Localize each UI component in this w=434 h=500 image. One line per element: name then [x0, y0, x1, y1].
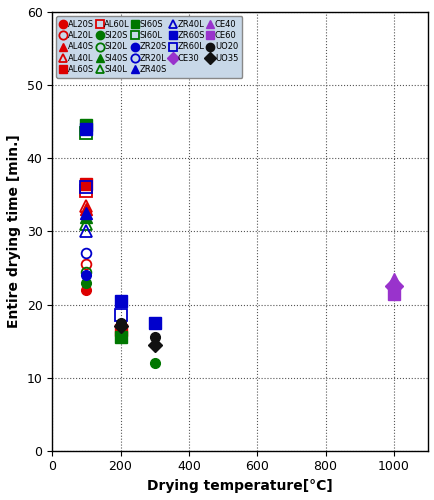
Legend: AL20S, AL20L, AL40S, AL40L, AL60S, AL60L, SI20S, SI20L, SI40S, SI40L, SI60S, SI6: AL20S, AL20L, AL40S, AL40L, AL60S, AL60L…: [56, 16, 242, 78]
X-axis label: Drying temperature[°C]: Drying temperature[°C]: [147, 479, 332, 493]
Y-axis label: Entire drying time [min.]: Entire drying time [min.]: [7, 134, 21, 328]
